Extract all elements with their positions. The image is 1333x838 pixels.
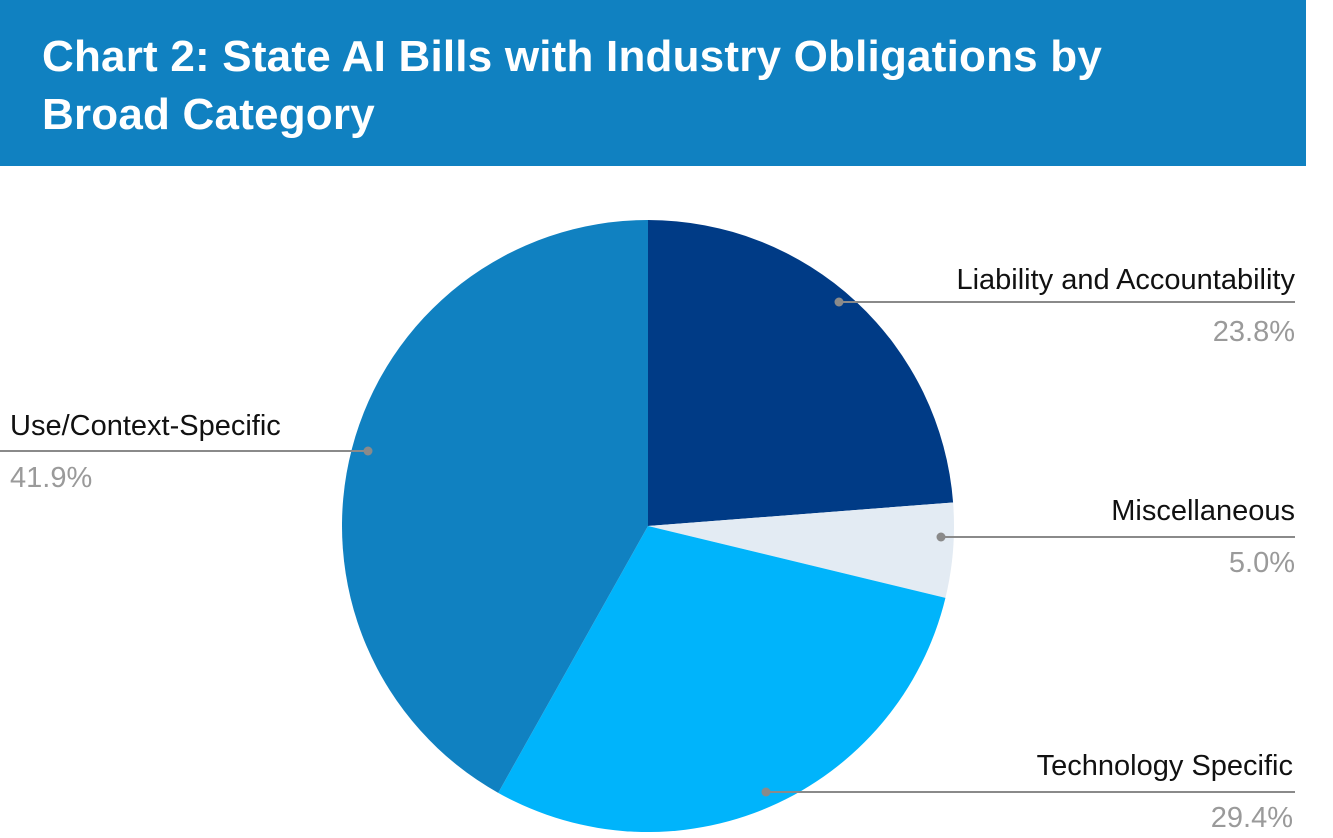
slice-percent: 29.4% <box>1211 802 1293 834</box>
pie-slice-technology-specific <box>498 526 946 833</box>
pie-slice-miscellaneous <box>648 502 955 598</box>
chart-title: Chart 2: State AI Bills with Industry Ob… <box>42 32 1102 139</box>
slice-annotation-technology-specific: Technology Specific 29.4% <box>761 750 1295 834</box>
leader-dot <box>834 297 844 307</box>
slice-annotation-miscellaneous: Miscellaneous 5.0% <box>936 495 1295 579</box>
slice-label: Technology Specific <box>1037 750 1293 782</box>
leader-dot <box>761 787 771 797</box>
slice-percent: 41.9% <box>10 462 92 494</box>
pie-slice-use-context-specific <box>341 220 648 793</box>
leader-dot <box>363 446 373 456</box>
slice-percent: 5.0% <box>1229 547 1295 579</box>
pie-slice-liability-and-accountability <box>648 220 954 526</box>
slice-label: Use/Context-Specific <box>10 410 281 442</box>
leader-dot <box>936 532 946 542</box>
slice-annotation-use-context-specific: Use/Context-Specific 41.9% <box>0 410 373 494</box>
chart-header: Chart 2: State AI Bills with Industry Ob… <box>0 0 1306 166</box>
slice-percent: 23.8% <box>1213 316 1295 348</box>
slice-annotation-liability-and-accountability: Liability and Accountability 23.8% <box>834 264 1295 348</box>
slice-label: Liability and Accountability <box>956 264 1295 296</box>
slice-label: Miscellaneous <box>1111 495 1295 527</box>
